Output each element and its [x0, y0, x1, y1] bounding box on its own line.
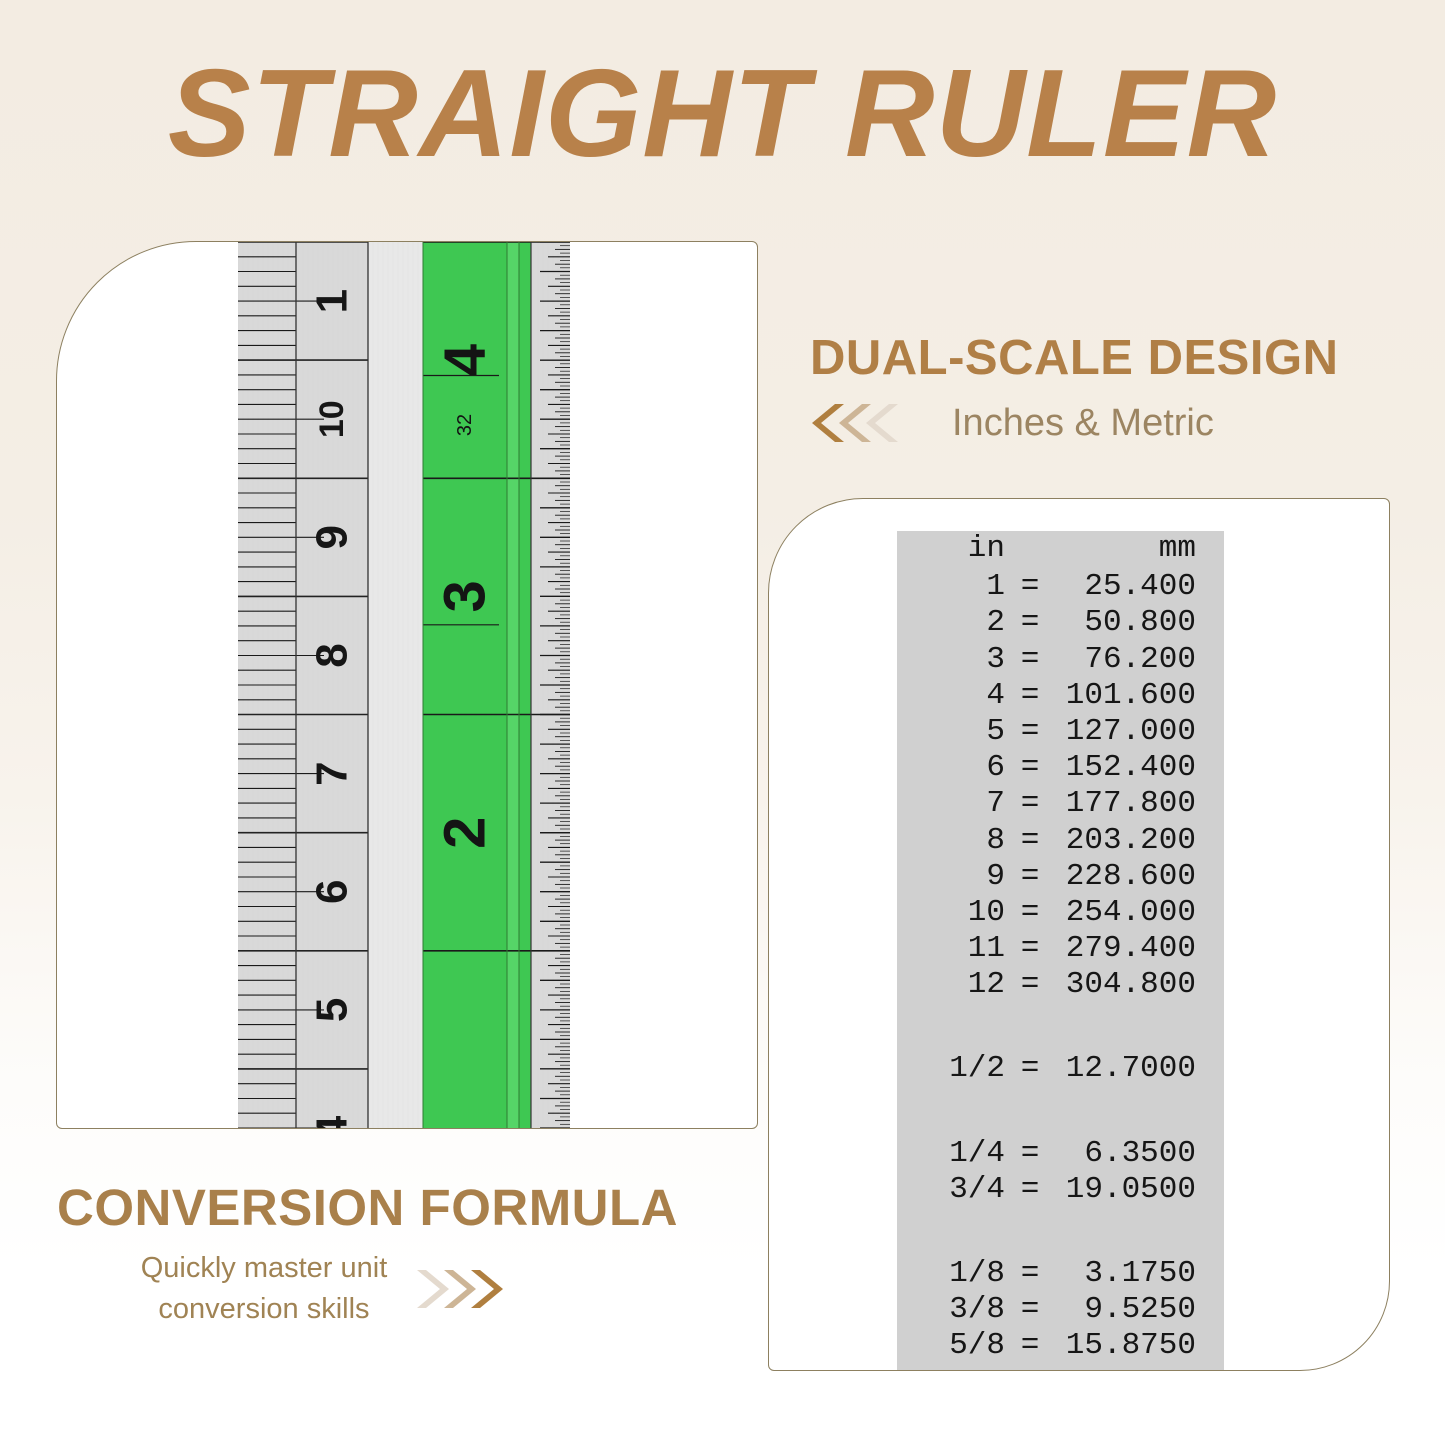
svg-text:10: 10 — [313, 400, 351, 438]
svg-text:32: 32 — [454, 414, 476, 436]
svg-text:4: 4 — [308, 1115, 357, 1128]
svg-text:7: 7 — [308, 761, 357, 785]
svg-text:4: 4 — [433, 344, 498, 376]
svg-text:3: 3 — [433, 580, 498, 612]
svg-text:6: 6 — [308, 879, 357, 903]
svg-text:5: 5 — [308, 998, 357, 1022]
svg-text:8: 8 — [308, 643, 357, 667]
svg-text:2: 2 — [433, 817, 498, 849]
svg-text:9: 9 — [308, 525, 357, 549]
svg-text:1: 1 — [308, 289, 357, 313]
